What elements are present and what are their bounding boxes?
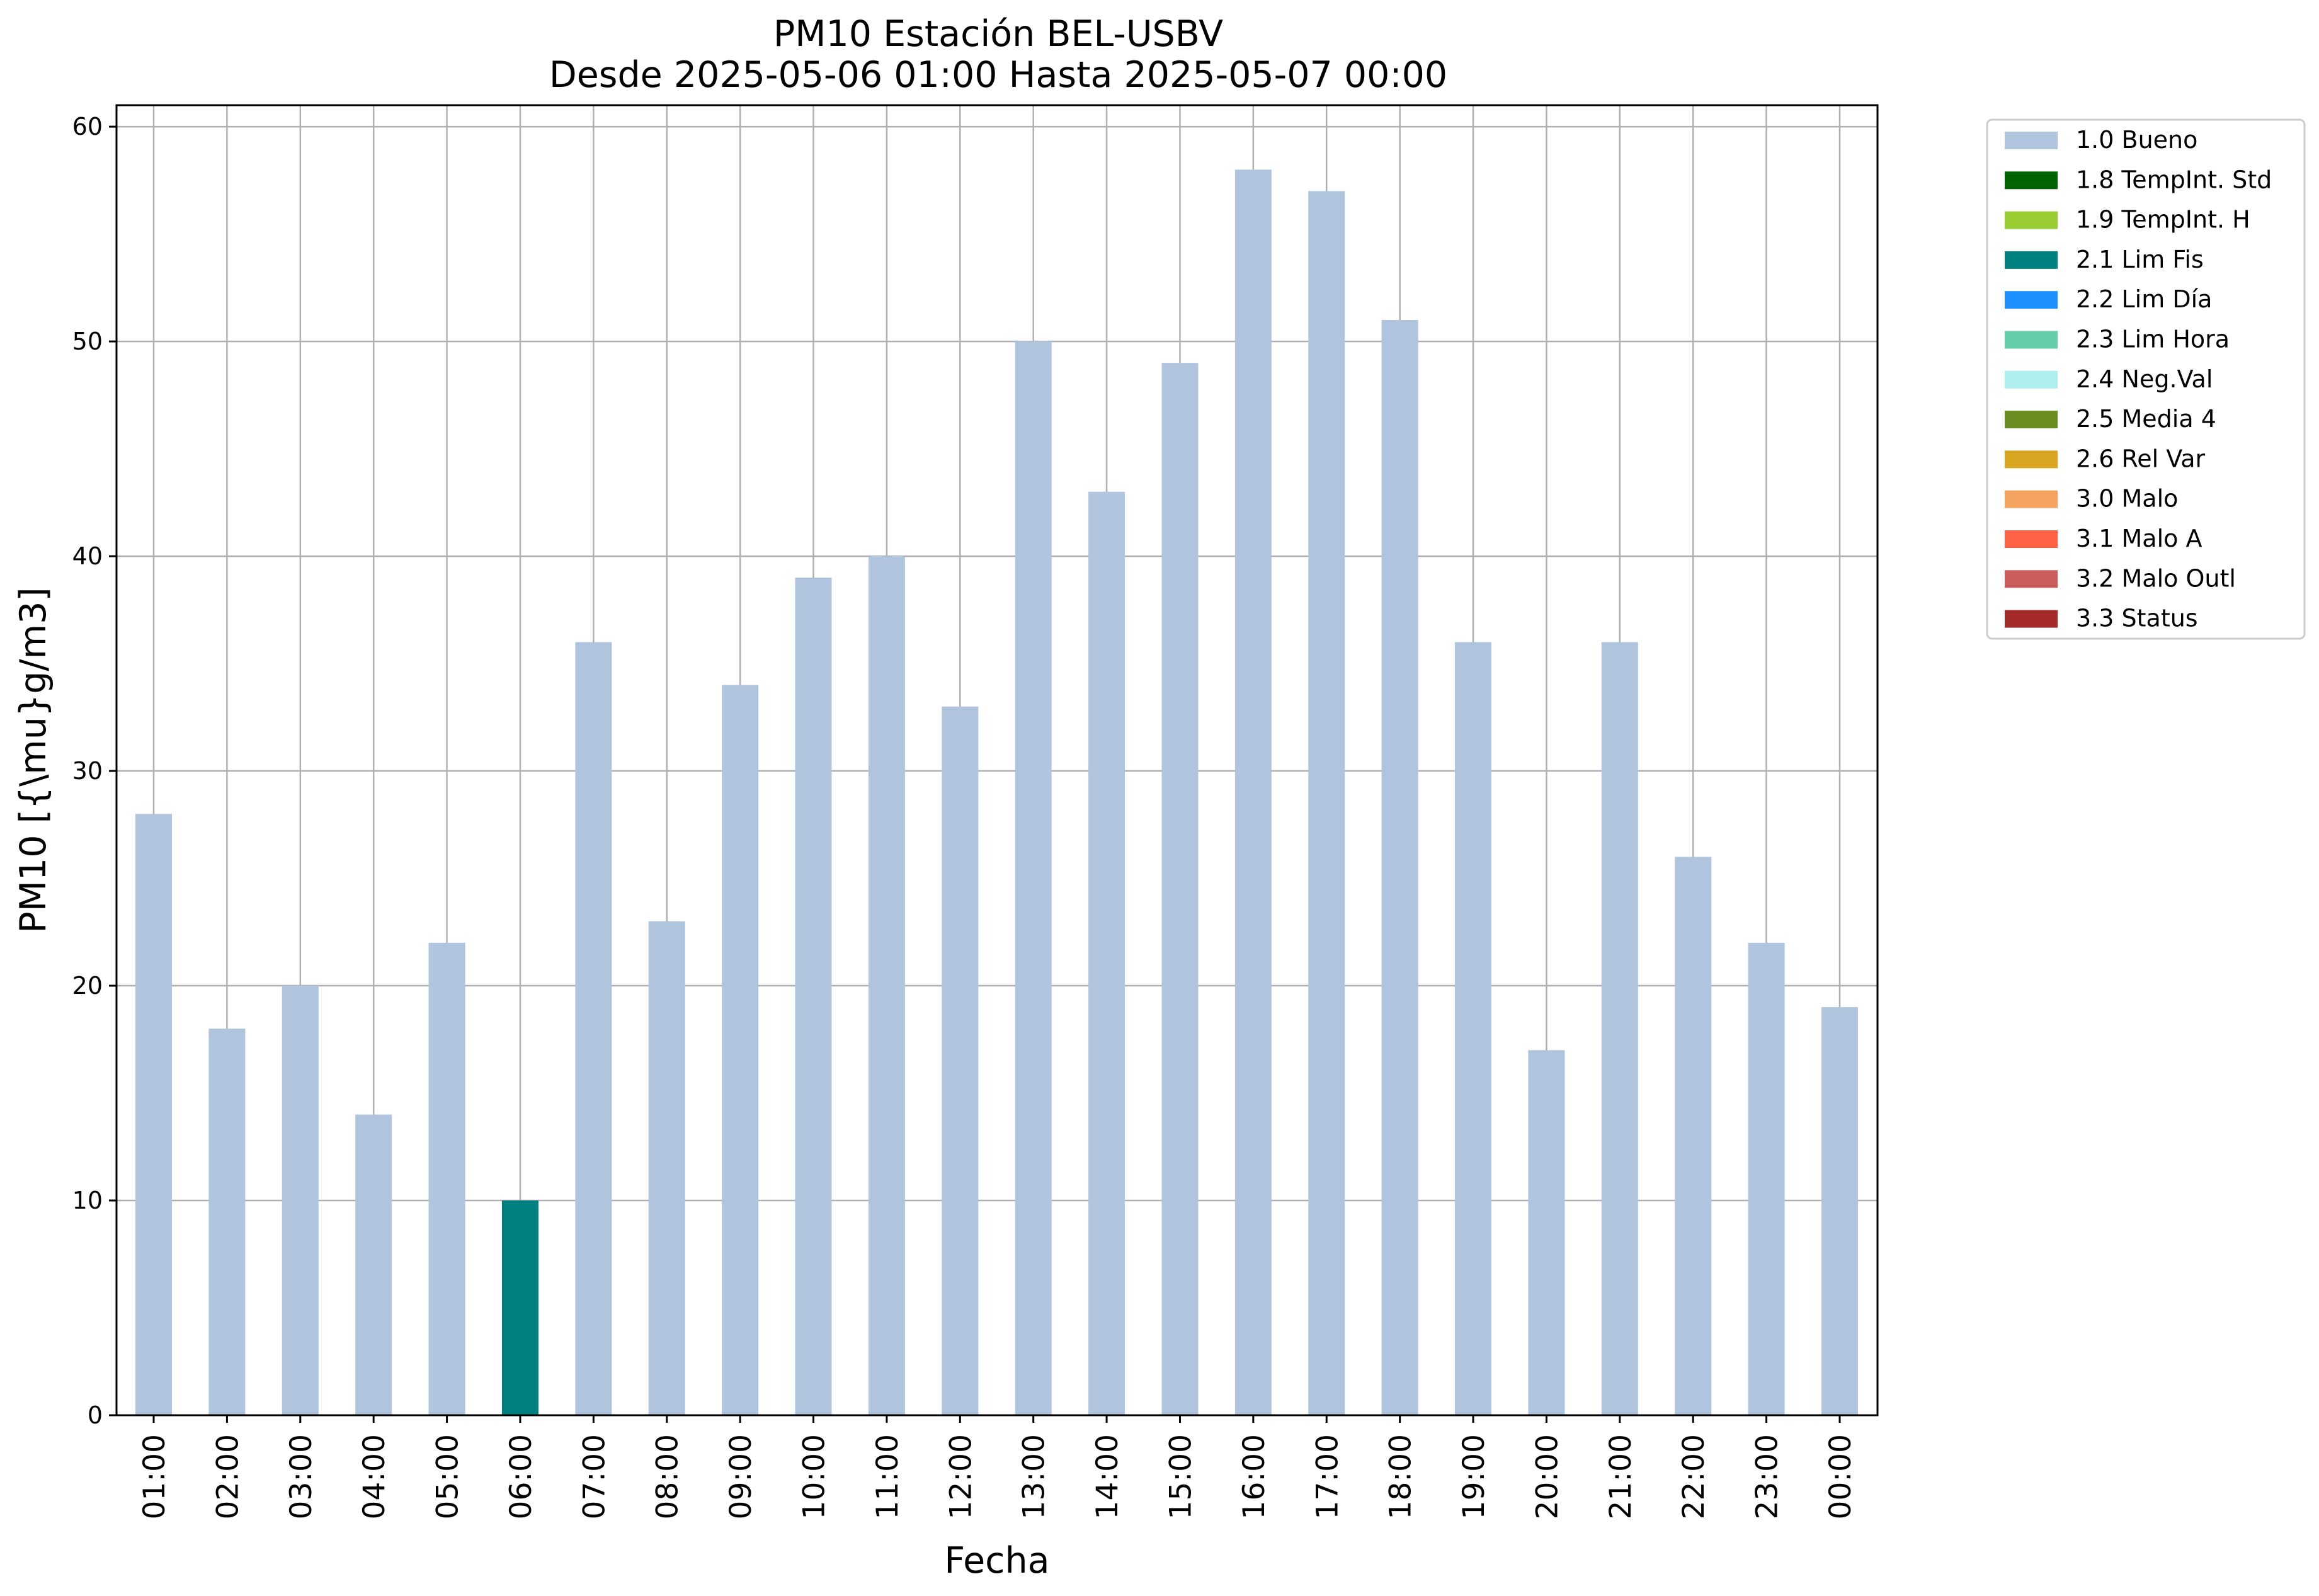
bar — [1088, 491, 1125, 1415]
legend-label: 3.3 Status — [2076, 605, 2198, 632]
bar — [208, 1029, 246, 1415]
legend-swatch — [2005, 171, 2058, 190]
bar — [795, 578, 832, 1415]
y-tick-label: 40 — [72, 542, 103, 570]
x-tick-label: 03:00 — [284, 1434, 319, 1519]
x-axis-label: Fecha — [944, 1540, 1049, 1582]
legend-swatch — [2005, 411, 2058, 429]
bar — [1821, 1007, 1858, 1415]
legend-label: 2.6 Rel Var — [2076, 445, 2206, 472]
bar — [1601, 642, 1638, 1416]
y-tick-label: 0 — [88, 1401, 103, 1429]
x-tick-label: 13:00 — [1017, 1434, 1052, 1519]
x-tick-label: 04:00 — [357, 1434, 392, 1519]
legend-label: 2.1 Lim Fis — [2076, 246, 2204, 273]
bar — [282, 986, 319, 1415]
legend-swatch — [2005, 291, 2058, 309]
x-tick-label: 23:00 — [1750, 1434, 1785, 1519]
x-tick-label: 07:00 — [577, 1434, 612, 1519]
legend-swatch — [2005, 570, 2058, 588]
x-tick-label: 02:00 — [210, 1434, 245, 1519]
bar — [135, 814, 172, 1415]
chart-title: PM10 Estación BEL-USBV — [773, 13, 1223, 55]
x-tick-label: 01:00 — [137, 1434, 172, 1519]
x-tick-label: 11:00 — [870, 1434, 905, 1519]
bar — [501, 1200, 538, 1415]
x-tick-label: 16:00 — [1237, 1434, 1272, 1519]
legend-label: 2.5 Media 4 — [2076, 405, 2216, 433]
legend-label: 3.0 Malo — [2076, 485, 2178, 513]
chart-subtitle: Desde 2025-05-06 01:00 Hasta 2025-05-07 … — [549, 54, 1447, 96]
plot-frame — [115, 104, 1879, 1416]
y-tick-label: 60 — [72, 113, 103, 140]
legend-label: 2.4 Neg.Val — [2076, 365, 2213, 393]
legend: 1.0 Bueno 1.8 TempInt. Std 1.9 TempInt. H 2… — [1986, 118, 2306, 640]
legend-frame — [1986, 118, 2306, 640]
bar — [1161, 363, 1199, 1415]
x-tick-label: 22:00 — [1677, 1434, 1711, 1519]
y-tick-label: 30 — [72, 757, 103, 785]
y-tick-label: 50 — [72, 328, 103, 355]
legend-label: 2.2 Lim Día — [2076, 285, 2212, 313]
x-tick-label: 09:00 — [724, 1434, 758, 1519]
bar — [1381, 319, 1418, 1415]
x-tick-label: 21:00 — [1604, 1434, 1638, 1519]
legend-swatch — [2005, 610, 2058, 628]
bar — [648, 921, 685, 1415]
legend-swatch — [2005, 370, 2058, 389]
x-tick-label: 00:00 — [1823, 1434, 1858, 1519]
legend-swatch — [2005, 530, 2058, 548]
y-tick-label: 20 — [72, 972, 103, 1000]
x-axis-ticks: 01:00 02:00 03:00 04:00 05:00 06:00 07:00 08:00… — [137, 1415, 1858, 1519]
legend-label: 3.2 Malo Outl — [2076, 564, 2236, 592]
legend-swatch — [2005, 490, 2058, 508]
bar — [428, 942, 465, 1415]
bar — [1308, 191, 1345, 1415]
legend-label: 1.0 Bueno — [2076, 126, 2197, 154]
x-tick-label: 19:00 — [1457, 1434, 1491, 1519]
x-tick-label: 17:00 — [1310, 1434, 1345, 1519]
x-tick-label: 06:00 — [504, 1434, 538, 1519]
legend-swatch — [2005, 211, 2058, 229]
legend-swatch — [2005, 132, 2058, 149]
x-tick-label: 12:00 — [943, 1434, 978, 1519]
legend-label: 1.8 TempInt. Std — [2076, 166, 2272, 193]
legend-label: 3.1 Malo A — [2076, 525, 2202, 552]
bars — [135, 169, 1858, 1416]
bar — [1528, 1050, 1565, 1415]
bar — [722, 685, 759, 1415]
x-tick-label: 18:00 — [1384, 1434, 1418, 1519]
x-tick-label: 20:00 — [1530, 1434, 1564, 1519]
bar — [575, 642, 612, 1416]
bar — [868, 556, 905, 1415]
legend-label: 1.9 TempInt. H — [2076, 206, 2250, 234]
bar — [1015, 341, 1052, 1415]
bar — [1234, 169, 1272, 1416]
bar — [1455, 642, 1492, 1416]
y-tick-label: 10 — [72, 1187, 103, 1214]
legend-swatch — [2005, 450, 2058, 469]
x-tick-label: 05:00 — [431, 1434, 465, 1519]
legend-swatch — [2005, 331, 2058, 349]
bar — [355, 1114, 392, 1415]
bar — [1675, 857, 1712, 1415]
legend-swatch — [2005, 251, 2058, 269]
bar — [1748, 942, 1785, 1415]
y-axis-label: PM10 [{\mu}g/m3] — [13, 587, 54, 933]
x-tick-label: 14:00 — [1090, 1434, 1125, 1519]
y-axis-ticks: 0 10 20 30 40 50 60 — [72, 113, 117, 1429]
x-tick-label: 08:00 — [651, 1434, 685, 1519]
legend-label: 2.3 Lim Hora — [2076, 326, 2230, 353]
bar — [942, 706, 979, 1415]
x-tick-label: 15:00 — [1163, 1434, 1198, 1519]
x-tick-label: 10:00 — [797, 1434, 832, 1519]
